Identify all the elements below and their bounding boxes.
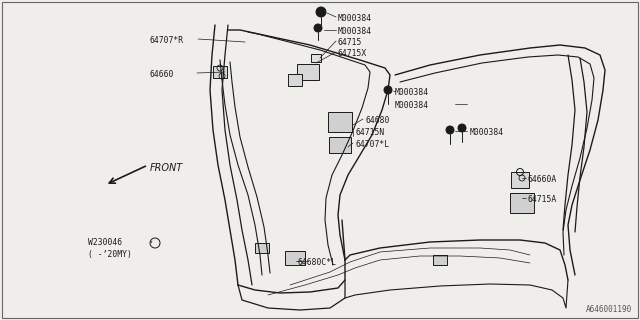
Bar (433, 255, 447, 265)
Bar (311, 54, 321, 62)
Circle shape (316, 7, 326, 17)
Bar (297, 64, 319, 80)
Circle shape (384, 86, 392, 94)
Text: 64707*L: 64707*L (355, 140, 389, 149)
Text: 64715: 64715 (338, 38, 362, 47)
Text: 64680: 64680 (365, 116, 389, 125)
Text: 64707*R: 64707*R (150, 36, 184, 45)
Text: M000384: M000384 (470, 128, 504, 137)
Bar (255, 243, 269, 253)
Text: 64715A: 64715A (528, 195, 557, 204)
Text: M000384: M000384 (395, 101, 429, 110)
Text: 64660A: 64660A (528, 175, 557, 184)
Text: M000384: M000384 (338, 27, 372, 36)
Text: M000384: M000384 (338, 14, 372, 23)
Text: 64715X: 64715X (338, 49, 367, 58)
Text: FRONT: FRONT (150, 163, 183, 173)
Bar (329, 137, 351, 153)
Text: ( -’20MY): ( -’20MY) (88, 250, 132, 259)
Text: 64660: 64660 (150, 70, 174, 79)
Bar (285, 251, 305, 265)
Circle shape (458, 124, 466, 132)
Text: M000384: M000384 (395, 88, 429, 97)
Text: A646001190: A646001190 (586, 305, 632, 314)
Bar (288, 74, 302, 86)
Text: 64715N: 64715N (355, 128, 384, 137)
Bar (511, 172, 529, 188)
Circle shape (314, 24, 322, 32)
Bar (510, 193, 534, 213)
Circle shape (446, 126, 454, 134)
Bar (213, 66, 227, 78)
Bar (328, 112, 352, 132)
Text: W230046: W230046 (88, 238, 122, 247)
Text: 64680C*L: 64680C*L (298, 258, 337, 267)
